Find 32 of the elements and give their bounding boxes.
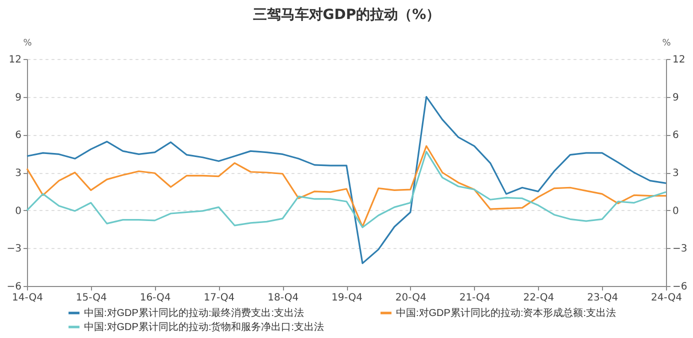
x-tick-label: 18-Q4 [268,292,299,304]
y2-tick-label: 3 [672,168,679,179]
y-tick-label: 9 [15,92,22,104]
legend-label: 中国:对GDP累计同比的拉动:资本形成总额:支出法 [396,307,616,319]
y2-tick-label: −6 [672,282,688,292]
x-tick-label: 14-Q4 [12,292,43,304]
x-tick-label: 20-Q4 [395,292,426,304]
x-tick-label: 15-Q4 [76,292,107,304]
x-tick-label: 16-Q4 [140,292,171,304]
y-tick-label: 3 [15,168,22,179]
y2-tick-label: 9 [672,92,679,104]
y-axis-title: % [23,38,32,48]
x-tick-label: 23-Q4 [587,292,618,304]
y-tick-label: 0 [15,206,22,217]
chart-title: 三驾马车对GDP的拉动（%） [252,6,440,23]
legend-label: 中国:对GDP累计同比的拉动:货物和服务净出口:支出法 [84,321,324,333]
legend-label: 中国:对GDP累计同比的拉动:最终消费支出:支出法 [84,307,304,319]
x-tick-label: 21-Q4 [459,292,490,304]
y-tick-label: 12 [8,54,22,66]
y2-tick-label: 0 [672,206,679,217]
x-tick-label: 19-Q4 [332,292,362,304]
y-tick-label: −3 [6,244,22,255]
y2-tick-label: 12 [672,54,686,66]
y-tick-label: −6 [6,282,22,292]
y-tick-label: 6 [15,130,22,142]
y2-tick-label: −3 [672,244,688,255]
y2-axis-title: % [662,38,672,48]
line-series [26,96,667,264]
x-tick-label: 24-Q4 [651,292,682,304]
x-tick-label: 22-Q4 [523,292,554,304]
y2-tick-label: 6 [672,130,679,142]
x-tick-label: 17-Q4 [204,292,235,304]
